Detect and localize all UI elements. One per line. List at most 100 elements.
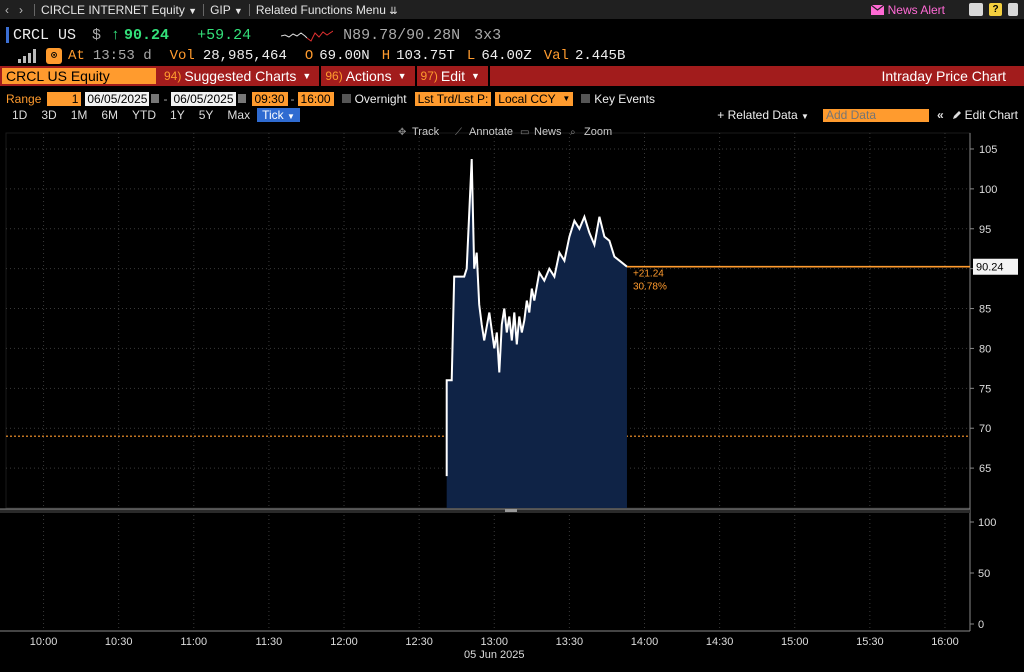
zoom-tool-label[interactable]: Zoom [584,126,612,138]
security-menu[interactable]: CIRCLE INTERNET Equity ▼ [41,3,197,17]
ticker-symbol[interactable]: CRCL US [13,26,77,44]
news-tool-label[interactable]: News [534,126,562,138]
intraday-price-chart[interactable]: 65707580859095100105 10:0010:3011:0011:3… [0,123,1024,672]
related-data-label: + Related Data [717,108,798,122]
last-price-tag [973,258,1018,275]
key-events-checkbox[interactable] [581,94,591,103]
function-menu[interactable]: GIP ▼ [210,3,243,17]
overnight-label: Overnight [354,91,407,106]
period-ytd[interactable]: YTD [132,108,157,122]
chevron-down-icon: ▼ [286,112,295,121]
period-6m[interactable]: 6M [101,108,119,122]
start-date-field[interactable]: 06/05/2025 [85,91,150,106]
high-value: 103.75T [396,48,455,64]
last-trade-value: Lst Trd/Lst P: [417,91,489,106]
track-icon[interactable]: ✥ [398,127,406,138]
start-time-value: 09:30 [254,91,285,106]
top-nav-bar: ‹ › CIRCLE INTERNET Equity ▼ GIP ▼ Relat… [0,0,1024,19]
suggested-charts-label: Suggested Charts [184,68,297,84]
sparkline-icon [281,30,334,42]
x-tick-label: 16:00 [931,636,959,648]
track-tool-label[interactable]: Track [412,126,440,138]
period-bar: 1D 3D 1M 6M YTD 1Y 5Y Max Tick ▼ + Relat… [0,107,1024,123]
panel-resize-handle[interactable] [505,509,517,512]
open-value: 69.00N [319,48,370,64]
period-5y[interactable]: 5Y [198,108,214,122]
security-field[interactable]: CRCL US Equity [2,68,156,84]
period-1d[interactable]: 1D [12,108,28,122]
news-alert-button[interactable]: News Alert [870,2,945,17]
last-trade-time: 13:53 d [92,48,152,64]
quote-line-2: ⊙ At 13:53 d Vol 28,985,464 O 69.00N H 1… [0,46,1024,66]
security-menu-label: CIRCLE INTERNET Equity [41,2,185,17]
add-data-input[interactable] [822,108,929,122]
divider [487,66,490,86]
y-tick-label: 100 [979,184,997,196]
last-trade-select[interactable]: Lst Trd/Lst P: [414,91,492,106]
help-button[interactable]: ? [989,3,1002,16]
end-time-field[interactable]: 16:00 [297,91,334,106]
bid-ask-size: 3x3 [474,26,502,44]
start-time-field[interactable]: 09:30 [251,91,288,106]
actions-menu[interactable]: 96) Actions ▼ [325,68,406,84]
x-tick-label: 10:00 [30,636,58,648]
open-label: O [304,48,314,64]
chevron-down-icon: ▼ [233,5,243,16]
range-days-field[interactable]: 1 [47,91,82,106]
x-date-label: 05 Jun 2025 [464,649,525,661]
up-arrow-icon: ↑ [111,26,121,44]
help-label: ? [992,4,999,15]
x-tick-label: 11:30 [256,636,283,648]
ticker-marker [6,27,9,43]
chevron-down-icon: ▼ [562,94,571,103]
collapse-icon[interactable]: « [936,108,944,122]
divider [248,3,250,16]
lower-panel: 0 50 100 [0,508,996,632]
suggested-charts-menu[interactable]: 94) Suggested Charts ▼ [164,68,311,84]
news-icon[interactable]: ▭ [520,127,529,138]
price-area-fill [446,159,627,508]
x-tick-label: 11:00 [180,636,207,648]
y-tick-label: 85 [979,304,991,316]
high-label: H [381,48,391,64]
related-data-menu[interactable]: + Related Data ▼ [717,108,809,122]
calendar-icon[interactable] [151,94,160,103]
related-functions-menu[interactable]: Related Functions Menu ⇊ [256,3,398,17]
x-tick-label: 13:30 [556,636,584,648]
annotate-icon[interactable]: ⟋ [455,127,462,138]
news-alert-label: News Alert [887,2,945,17]
x-tick-label: 12:00 [330,636,358,648]
close-window-icon[interactable] [1008,3,1018,16]
actions-label: Actions [345,68,392,84]
divider [319,66,322,86]
chevron-down-icon: ▼ [302,71,312,81]
time-separator: - [290,91,295,106]
y-tick-label: 105 [979,144,997,156]
x-tick-label: 10:30 [105,636,133,648]
edit-chart-button[interactable]: Edit Chart [952,108,1018,122]
tick-dropdown[interactable]: Tick ▼ [257,108,300,122]
period-max[interactable]: Max [227,108,251,122]
end-date-field[interactable]: 06/05/2025 [171,91,236,106]
period-1y[interactable]: 1Y [170,108,185,122]
price-labels: 90.24 +21.24 30.78% [633,258,1018,293]
grid-lines [5,132,971,631]
currency-select[interactable]: Local CCY ▼ [495,91,574,106]
annotate-tool-label[interactable]: Annotate [469,126,513,138]
function-title: Intraday Price Chart [881,68,1007,84]
lower-y-tick-label: 50 [978,568,990,580]
lower-y-tick-label: 0 [978,619,984,631]
period-1m[interactable]: 1M [70,108,88,122]
edit-menu[interactable]: 97) Edit ▼ [421,68,480,84]
forward-icon[interactable]: › [19,2,23,17]
calendar-icon[interactable] [237,94,246,103]
period-3d[interactable]: 3D [41,108,57,122]
chevron-down-icon: ▼ [397,71,407,81]
window-icon[interactable] [969,3,983,16]
function-bar: CRCL US Equity 94) Suggested Charts ▼ 96) A… [0,66,1024,86]
overnight-checkbox[interactable] [341,94,351,103]
back-icon[interactable]: ‹ [5,2,9,17]
low-label: L [466,48,476,64]
zoom-icon[interactable]: ⌕ [570,127,576,138]
menu-number: 94) [164,69,182,83]
